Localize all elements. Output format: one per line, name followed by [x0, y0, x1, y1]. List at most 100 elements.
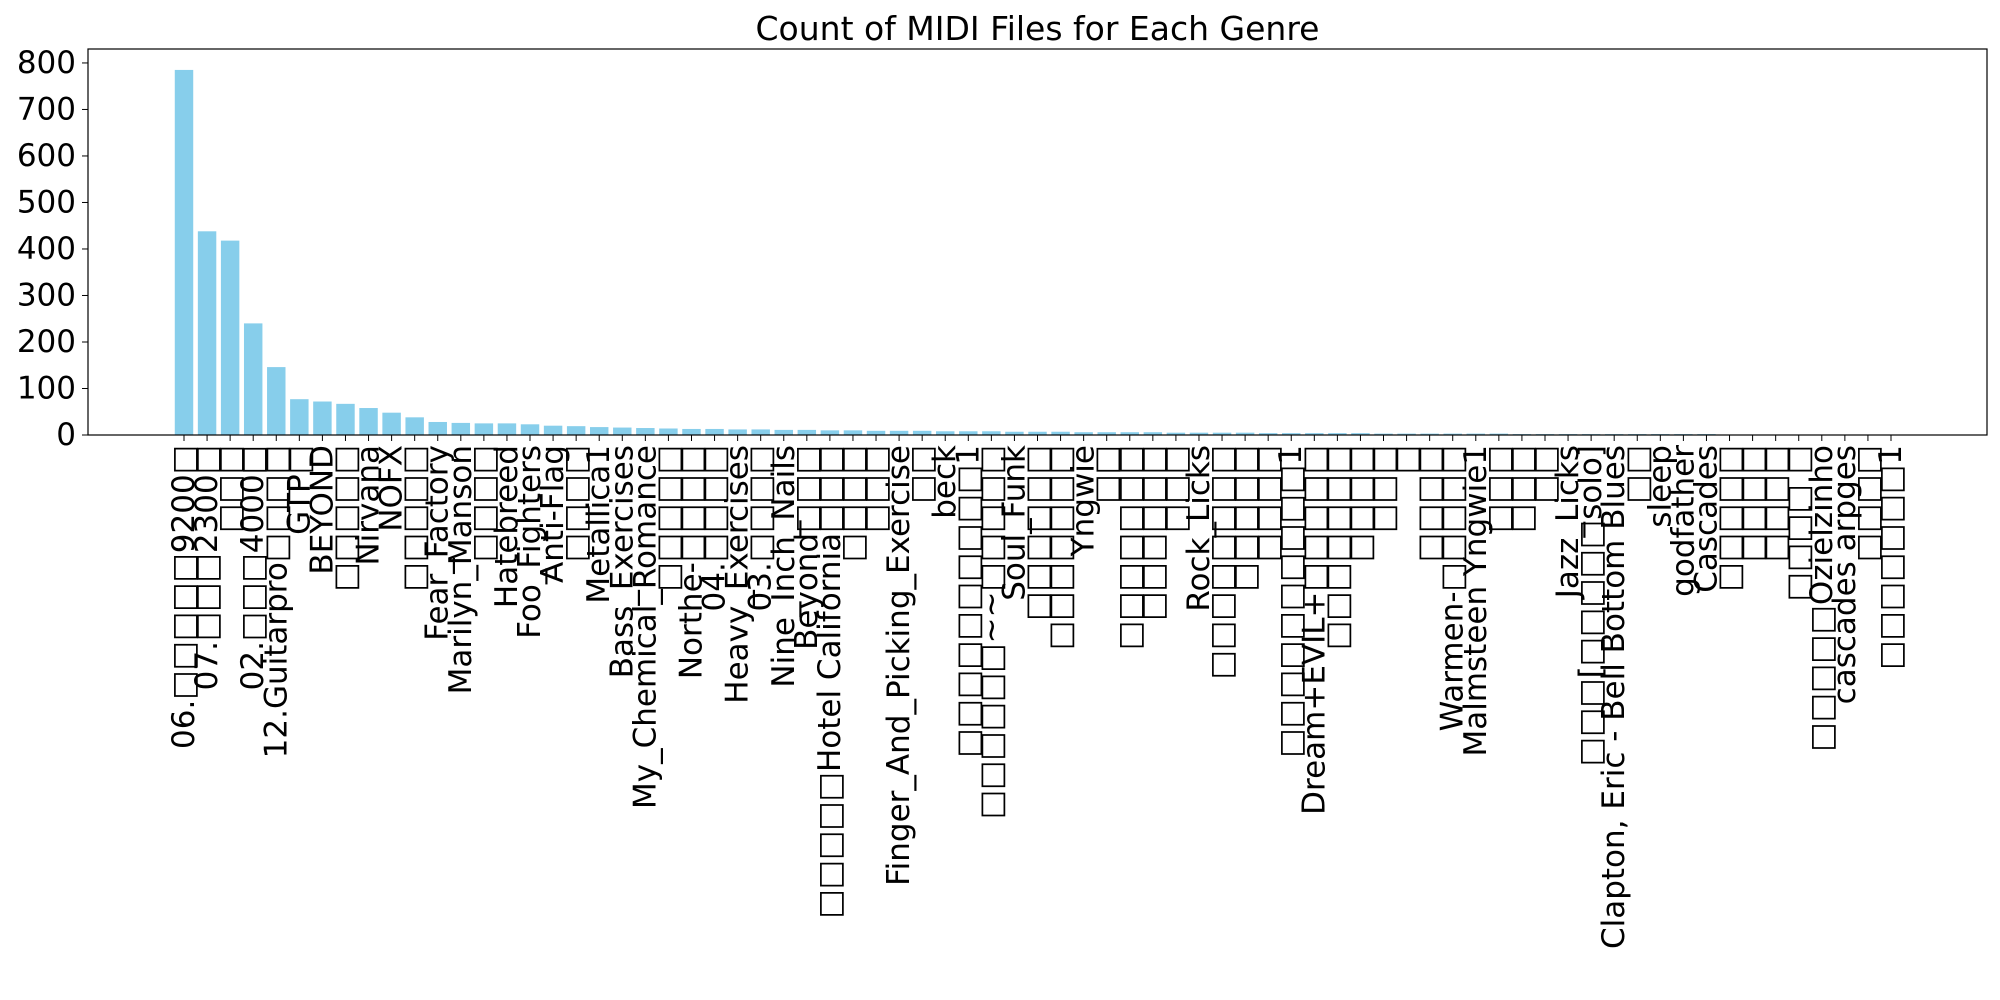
plot-frame	[87, 48, 1988, 436]
bar	[243, 323, 263, 435]
x-tick-label: Soul_Funk	[996, 445, 1032, 601]
bar	[174, 69, 194, 436]
x-tick-label: Malmsteen Yngwie1	[1458, 445, 1494, 757]
x-tick-label: Hatebreed	[489, 445, 525, 608]
x-tick-label: □□□	[1504, 445, 1540, 533]
y-tick-label: 200	[17, 324, 76, 360]
bar	[982, 431, 1001, 435]
x-tick-label: 07.□□□2300□	[189, 445, 225, 690]
x-tick-label: Nine_Inch_Nails	[766, 445, 802, 688]
y-tick-label: 800	[17, 45, 76, 81]
x-tick-label: □□□□□□□1	[1873, 445, 1909, 670]
x-tick-label: 03.□□□□	[743, 445, 779, 611]
x-tick-label: □□□□	[558, 445, 594, 562]
bar	[728, 429, 747, 435]
bar	[382, 412, 401, 435]
x-tick-label: godfather	[1665, 445, 1701, 597]
x-tick-label: Rock_Licks	[1181, 445, 1217, 612]
x-tick-label: □□□□	[835, 445, 871, 562]
bar	[1489, 433, 1509, 435]
x-tick-label: □□	[1089, 445, 1125, 504]
bar	[336, 403, 355, 435]
bar	[474, 423, 494, 435]
x-tick-label: □□□□□	[397, 445, 433, 591]
bar	[659, 428, 678, 435]
y-tick-label: 400	[17, 231, 76, 267]
x-tick-label: □□□□□	[650, 445, 686, 591]
x-axis-ticks: 06.□□□□□9200□07.□□□2300□□□□02.□□□4000□12…	[166, 435, 1909, 949]
bar	[1212, 432, 1232, 435]
x-tick-label: □□□□□	[327, 445, 363, 591]
x-tick-label: Heavy_Exercises	[720, 445, 756, 704]
x-tick-label: □□□□□Hotel California□□□	[812, 445, 848, 919]
bar	[889, 430, 909, 435]
x-tick-label: 04.□□□□	[697, 445, 733, 611]
bar	[751, 429, 770, 435]
bar	[428, 421, 447, 435]
bar	[936, 431, 955, 435]
bar	[1443, 433, 1462, 435]
bar	[497, 423, 517, 435]
y-tick-label: 700	[17, 91, 76, 127]
x-tick-label: NOFX	[374, 445, 410, 532]
bar	[1258, 433, 1278, 435]
x-tick-label: □□□□	[1342, 445, 1378, 562]
bar	[1328, 433, 1347, 435]
x-tick-label: □□□□□□□□	[1204, 445, 1240, 679]
x-tick-label: Warmen-□□□□□	[1435, 445, 1471, 731]
bar	[705, 428, 724, 435]
x-tick-label: Beyond□□□	[789, 445, 825, 650]
bar	[1189, 432, 1209, 435]
x-tick-label: 06.□□□□□9200□	[166, 445, 202, 749]
bar	[959, 431, 978, 435]
x-tick-label: □□□□	[1412, 445, 1448, 562]
y-tick-label: 100	[17, 370, 76, 406]
x-tick-label: GTP□	[281, 445, 317, 535]
x-tick-label: □□□□	[1735, 445, 1771, 562]
bar	[589, 427, 609, 435]
x-tick-label: □□□□□□□	[1112, 445, 1148, 650]
x-tick-label: Northe-□□□□	[673, 445, 709, 679]
x-tick-label: Cascades	[1688, 445, 1724, 593]
x-tick-label: □□□□□□□□□□1	[950, 445, 986, 758]
bar	[636, 428, 655, 435]
x-tick-label: □□□	[1481, 445, 1517, 533]
bar	[1120, 432, 1139, 435]
bar	[313, 401, 332, 435]
bar	[1305, 433, 1324, 435]
x-tick-label: Nirvana	[351, 445, 387, 566]
bar	[1466, 433, 1486, 435]
x-tick-label: □□□[□□□□□solo]	[1573, 445, 1609, 766]
bar	[405, 417, 424, 435]
bar	[1028, 431, 1047, 435]
x-tick-label: □□□	[1366, 445, 1402, 533]
x-tick-label: Anti-Flag	[535, 445, 571, 583]
x-tick-label: □□	[1527, 445, 1563, 504]
bar	[1005, 431, 1024, 435]
x-tick-label: sleep	[1642, 445, 1678, 528]
bar	[866, 430, 886, 435]
x-tick-label: Clapton, Eric - Bell Bottom Blues	[1596, 445, 1632, 949]
y-tick-label: 600	[17, 138, 76, 174]
x-tick-label: □□□□□Ozielzinho	[1804, 445, 1840, 752]
x-tick-label: Finger_And_Picking_Exercise	[881, 445, 917, 886]
bar	[1051, 431, 1070, 435]
x-tick-label: □□□□	[1850, 445, 1886, 562]
bar	[797, 429, 817, 435]
bar	[197, 231, 217, 435]
bar	[820, 430, 840, 435]
bars-layer	[174, 69, 1901, 436]
bar	[359, 408, 378, 435]
bar	[220, 240, 240, 435]
x-tick-label: □□□□□□□□□□1	[1273, 445, 1309, 758]
x-tick-label: BEYOND	[304, 445, 340, 575]
bar	[1166, 432, 1186, 435]
bar	[267, 367, 286, 435]
bar	[451, 422, 471, 435]
x-tick-label: □□□□□□~~□□□□□	[973, 445, 1009, 819]
x-tick-label: □□□□	[466, 445, 502, 562]
x-tick-label: My_Chemical_Romance	[627, 445, 663, 809]
x-tick-label: □□□□□□	[1135, 445, 1171, 621]
chart-title: Count of MIDI Files for Each Genre	[756, 9, 1320, 48]
